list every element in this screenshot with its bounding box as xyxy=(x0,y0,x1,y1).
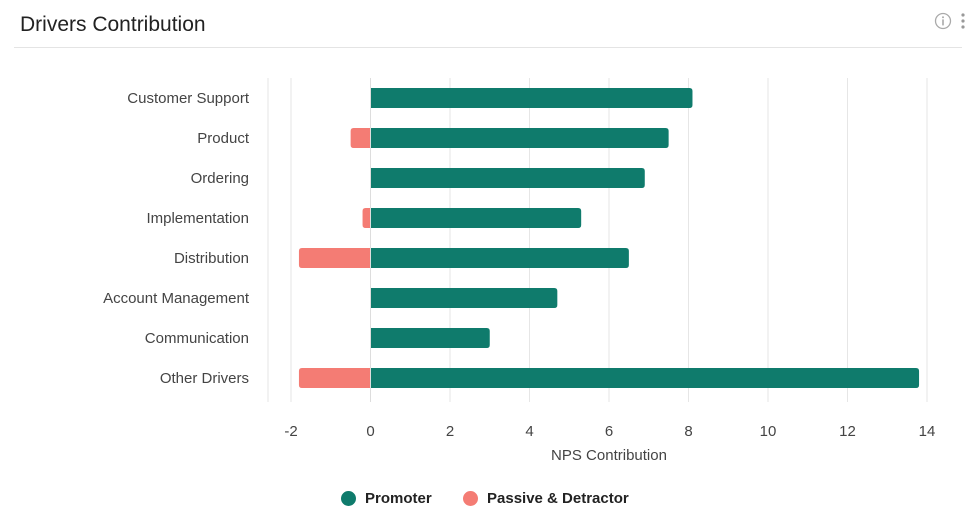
bar-promoter xyxy=(370,128,669,148)
category-label: Communication xyxy=(145,330,249,347)
category-label: Ordering xyxy=(191,170,249,187)
legend-swatch xyxy=(463,490,478,506)
bar-promoter xyxy=(370,288,558,308)
x-axis-title: NPS Contribution xyxy=(551,447,667,464)
bar-promoter xyxy=(370,248,629,268)
x-tick-label: 4 xyxy=(525,423,533,440)
bar-passive-detractor xyxy=(350,128,371,148)
x-tick-label: 12 xyxy=(839,423,856,440)
bar-promoter xyxy=(370,208,582,228)
drivers-bar-chart: Customer Support Product Ordering Implement… xyxy=(103,78,936,464)
bar-promoter xyxy=(370,88,693,108)
category-label: Distribution xyxy=(174,250,249,267)
category-label: Implementation xyxy=(146,210,249,227)
legend-swatch xyxy=(341,490,356,506)
more-vertical-icon[interactable] xyxy=(959,12,967,30)
chart-title: Drivers Contribution xyxy=(20,13,206,36)
category-label: Other Drivers xyxy=(160,370,249,387)
bar-passive-detractor xyxy=(298,368,371,388)
bar-promoter xyxy=(370,328,490,348)
info-circle-icon[interactable] xyxy=(934,12,952,30)
legend-label: Passive & Detractor xyxy=(487,489,629,507)
category-label: Product xyxy=(197,130,250,147)
x-tick-label: 6 xyxy=(605,423,613,440)
category-label: Account Management xyxy=(103,290,250,307)
x-tick-label: 2 xyxy=(446,423,454,440)
legend-item[interactable]: Promoter xyxy=(341,487,432,509)
chart-legend: Promoter Passive & Detractor xyxy=(0,487,969,509)
x-tick-label: 10 xyxy=(760,423,777,440)
x-tick-label: -2 xyxy=(284,423,297,440)
bar-promoter xyxy=(370,168,645,188)
legend-item[interactable]: Passive & Detractor xyxy=(463,487,629,509)
x-tick-label: 8 xyxy=(684,423,692,440)
bar-passive-detractor xyxy=(298,248,371,268)
bar-passive-detractor xyxy=(362,208,371,228)
x-tick-label: 14 xyxy=(919,423,936,440)
chart-header: Drivers Contribution xyxy=(14,0,965,48)
bar-promoter xyxy=(370,368,920,388)
legend-label: Promoter xyxy=(365,489,432,507)
x-tick-label: 0 xyxy=(366,423,374,440)
category-label: Customer Support xyxy=(127,90,250,107)
